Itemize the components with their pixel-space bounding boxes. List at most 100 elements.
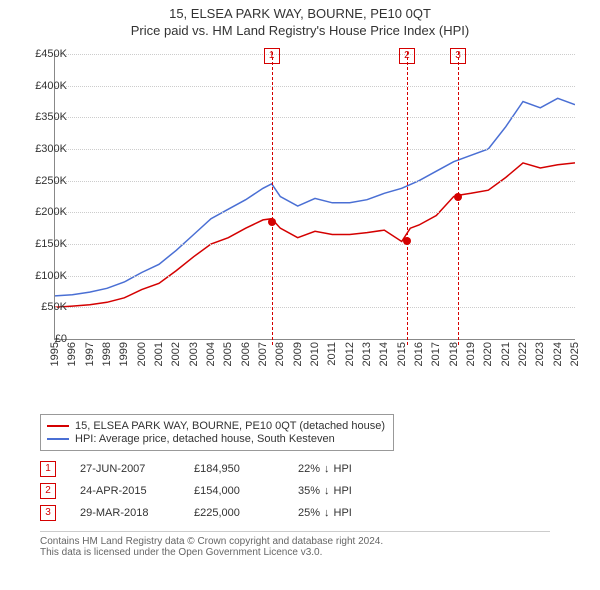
sale-row: 2 24-APR-2015 £154,000 35% ↓ HPI: [40, 483, 590, 499]
sale-diff-pct: 35%: [298, 485, 320, 497]
sale-price: £184,950: [194, 463, 274, 475]
x-axis-label: 1999: [118, 342, 130, 366]
x-axis-label: 2024: [552, 342, 564, 366]
title-subtitle: Price paid vs. HM Land Registry's House …: [0, 23, 600, 38]
sale-price: £225,000: [194, 507, 274, 519]
grid-line: [55, 117, 575, 118]
x-axis-label: 2009: [292, 342, 304, 366]
marker-dot: [268, 218, 276, 226]
x-axis-label: 2025: [569, 342, 581, 366]
sale-diff: 25% ↓ HPI: [298, 507, 398, 519]
x-axis-label: 2006: [240, 342, 252, 366]
y-axis-label: £350K: [19, 111, 67, 123]
x-axis-label: 2014: [378, 342, 390, 366]
legend-swatch: [47, 425, 69, 427]
grid-line: [55, 212, 575, 213]
x-axis-label: 1997: [84, 342, 96, 366]
y-axis-label: £250K: [19, 175, 67, 187]
legend-swatch: [47, 438, 69, 440]
title-address: 15, ELSEA PARK WAY, BOURNE, PE10 0QT: [0, 6, 600, 21]
page: 15, ELSEA PARK WAY, BOURNE, PE10 0QT Pri…: [0, 0, 600, 590]
x-axis-label: 2019: [465, 342, 477, 366]
sale-diff-label: HPI: [334, 485, 352, 497]
grid-line: [55, 86, 575, 87]
x-axis-label: 2017: [430, 342, 442, 366]
x-axis-label: 2013: [361, 342, 373, 366]
x-axis-label: 1998: [101, 342, 113, 366]
legend-item: 15, ELSEA PARK WAY, BOURNE, PE10 0QT (de…: [47, 420, 387, 432]
x-axis-label: 2008: [274, 342, 286, 366]
grid-line: [55, 54, 575, 55]
sale-date: 27-JUN-2007: [80, 463, 170, 475]
y-axis-label: £100K: [19, 270, 67, 282]
grid-line: [55, 149, 575, 150]
legend-item: HPI: Average price, detached house, Sout…: [47, 433, 387, 445]
x-axis-label: 2023: [534, 342, 546, 366]
x-axis-label: 1996: [66, 342, 78, 366]
chart: 123 £0£50K£100K£150K£200K£250K£300K£350K…: [32, 48, 592, 378]
chart-lines-svg: [55, 54, 575, 339]
sale-row: 1 27-JUN-2007 £184,950 22% ↓ HPI: [40, 461, 590, 477]
x-axis-label: 2007: [257, 342, 269, 366]
legend-label: 15, ELSEA PARK WAY, BOURNE, PE10 0QT (de…: [75, 420, 385, 432]
y-axis-label: £400K: [19, 80, 67, 92]
legend: 15, ELSEA PARK WAY, BOURNE, PE10 0QT (de…: [40, 414, 394, 451]
footer-line2: This data is licensed under the Open Gov…: [40, 547, 550, 558]
y-axis-label: £450K: [19, 48, 67, 60]
y-axis-label: £300K: [19, 143, 67, 155]
footer: Contains HM Land Registry data © Crown c…: [40, 531, 550, 558]
series-line-price_paid: [55, 163, 575, 307]
sale-diff: 35% ↓ HPI: [298, 485, 398, 497]
y-axis-label: £50K: [19, 301, 67, 313]
sale-diff-pct: 22%: [298, 463, 320, 475]
marker-dot: [454, 193, 462, 201]
x-axis-label: 2022: [517, 342, 529, 366]
x-axis-label: 2015: [396, 342, 408, 366]
footer-line1: Contains HM Land Registry data © Crown c…: [40, 536, 550, 547]
marker-number-box: 2: [399, 48, 415, 64]
grid-line: [55, 276, 575, 277]
x-axis-label: 2005: [222, 342, 234, 366]
sale-price: £154,000: [194, 485, 274, 497]
x-axis-label: 2003: [188, 342, 200, 366]
x-axis-label: 2018: [448, 342, 460, 366]
sale-date: 24-APR-2015: [80, 485, 170, 497]
sale-row: 3 29-MAR-2018 £225,000 25% ↓ HPI: [40, 505, 590, 521]
sale-date: 29-MAR-2018: [80, 507, 170, 519]
sale-marker-box: 2: [40, 483, 56, 499]
plot-area: 123: [54, 54, 575, 340]
x-axis-label: 2000: [136, 342, 148, 366]
grid-line: [55, 307, 575, 308]
grid-line: [55, 181, 575, 182]
grid-line: [55, 244, 575, 245]
x-axis-label: 2001: [153, 342, 165, 366]
x-axis-label: 2021: [500, 342, 512, 366]
marker-number-box: 1: [264, 48, 280, 64]
marker-dot: [403, 237, 411, 245]
title-block: 15, ELSEA PARK WAY, BOURNE, PE10 0QT Pri…: [0, 0, 600, 40]
arrow-down-icon: ↓: [324, 507, 330, 519]
y-axis-label: £200K: [19, 206, 67, 218]
sale-marker-box: 3: [40, 505, 56, 521]
x-axis-label: 2011: [326, 342, 338, 366]
x-axis-label: 2012: [344, 342, 356, 366]
series-line-hpi: [55, 98, 575, 296]
sales-table: 1 27-JUN-2007 £184,950 22% ↓ HPI 2 24-APR-2015 £…: [40, 461, 590, 521]
x-axis-label: 1995: [49, 342, 61, 366]
marker-line: [272, 52, 273, 345]
x-axis-label: 2010: [309, 342, 321, 366]
marker-line: [407, 52, 408, 345]
x-axis-label: 2002: [170, 342, 182, 366]
arrow-down-icon: ↓: [324, 463, 330, 475]
sale-diff-label: HPI: [334, 507, 352, 519]
x-axis-label: 2004: [205, 342, 217, 366]
x-axis-label: 2016: [413, 342, 425, 366]
y-axis-label: £150K: [19, 238, 67, 250]
arrow-down-icon: ↓: [324, 485, 330, 497]
legend-label: HPI: Average price, detached house, Sout…: [75, 433, 335, 445]
sale-diff-label: HPI: [334, 463, 352, 475]
sale-marker-box: 1: [40, 461, 56, 477]
marker-number-box: 3: [450, 48, 466, 64]
sale-diff-pct: 25%: [298, 507, 320, 519]
sale-diff: 22% ↓ HPI: [298, 463, 398, 475]
